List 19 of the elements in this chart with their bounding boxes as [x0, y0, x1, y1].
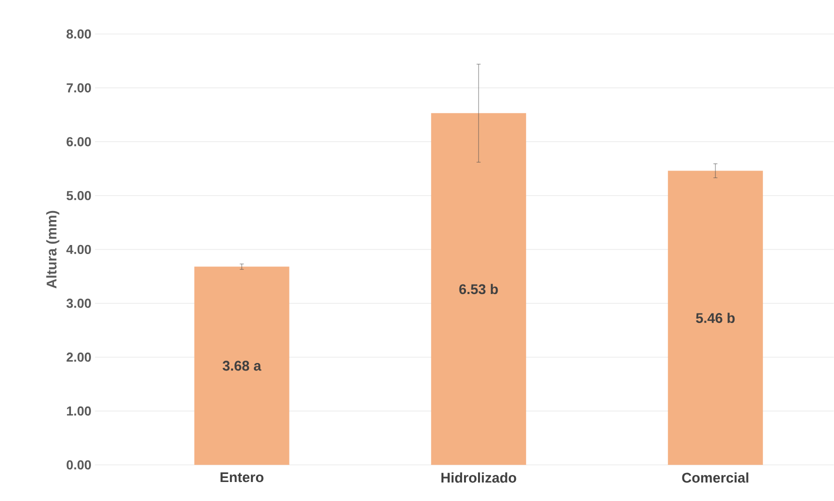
data-label: 3.68 a [222, 360, 262, 371]
y-tick-label: 2.00 [66, 352, 91, 362]
x-tick-label: Comercial [682, 472, 748, 483]
y-tick-label: 0.00 [66, 460, 91, 470]
y-tick-label: 1.00 [66, 406, 91, 416]
y-tick-label: 8.00 [66, 29, 91, 39]
bar [431, 113, 526, 465]
y-tick-label: 5.00 [66, 191, 91, 200]
y-tick-label: 4.00 [66, 244, 91, 254]
x-tick-label: Entero [220, 472, 264, 482]
y-axis-title: Altura (mm) [46, 210, 60, 288]
data-label: 6.53 b [459, 284, 498, 294]
bar [668, 170, 763, 465]
y-tick-label: 7.00 [66, 83, 91, 93]
y-tick-label: 6.00 [66, 137, 91, 146]
data-label: 5.46 b [696, 312, 735, 324]
x-tick-label: Hidrolizado [441, 472, 516, 483]
bar [194, 266, 290, 465]
y-tick-label: 3.00 [66, 298, 91, 308]
